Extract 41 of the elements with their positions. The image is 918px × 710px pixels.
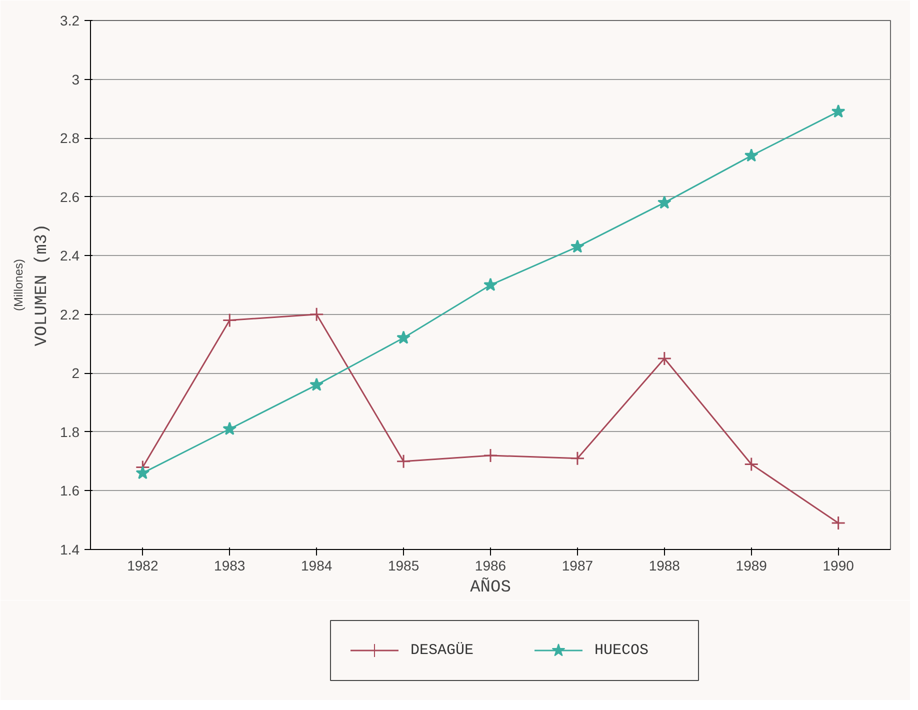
y-tick-label: 1.8 <box>60 424 80 440</box>
point <box>310 378 324 391</box>
point <box>483 448 498 463</box>
point <box>484 278 498 292</box>
x-tick-label: 1987 <box>562 558 594 574</box>
y-tick-label: 2.6 <box>60 188 80 205</box>
y-tick-label: 2.2 <box>60 306 80 322</box>
point <box>222 313 237 328</box>
point <box>570 240 584 253</box>
legend-label: HUECOS <box>594 642 649 659</box>
x-tick-label: 1990 <box>822 558 854 574</box>
point <box>744 148 758 162</box>
y-tick-label: 1.6 <box>60 482 80 499</box>
y-tick-label: 2 <box>72 365 80 382</box>
x-axis-title: AÑOS <box>470 576 511 598</box>
y-tick-label: 2.4 <box>60 248 80 264</box>
x-tick-label: 1983 <box>214 558 246 574</box>
point <box>396 330 410 344</box>
x-tick-label: 1989 <box>736 558 768 574</box>
x-tick-label: 1988 <box>648 558 680 574</box>
y-tick-label: 2.8 <box>60 130 80 146</box>
text: (Millones) <box>12 258 26 312</box>
x-tick-label: 1982 <box>127 558 158 574</box>
x-tick-label: 1986 <box>474 558 506 574</box>
y-axis-title: VOLUMEN (m3) <box>33 224 52 346</box>
point <box>396 454 411 469</box>
point <box>570 451 585 466</box>
point <box>222 422 237 436</box>
y-tick-label: 3 <box>72 71 80 88</box>
legend-label: DESAGÜE <box>410 642 474 659</box>
point <box>657 195 672 209</box>
y-tick-label: 1.4 <box>60 542 80 558</box>
y-tick-label: 3.2 <box>60 12 80 28</box>
point <box>657 351 672 366</box>
point <box>309 307 324 322</box>
point <box>136 466 150 480</box>
point <box>744 457 759 472</box>
point <box>831 104 846 118</box>
x-tick-label: 1985 <box>388 558 420 574</box>
x-tick-label: 1984 <box>301 558 332 574</box>
point <box>831 516 846 530</box>
